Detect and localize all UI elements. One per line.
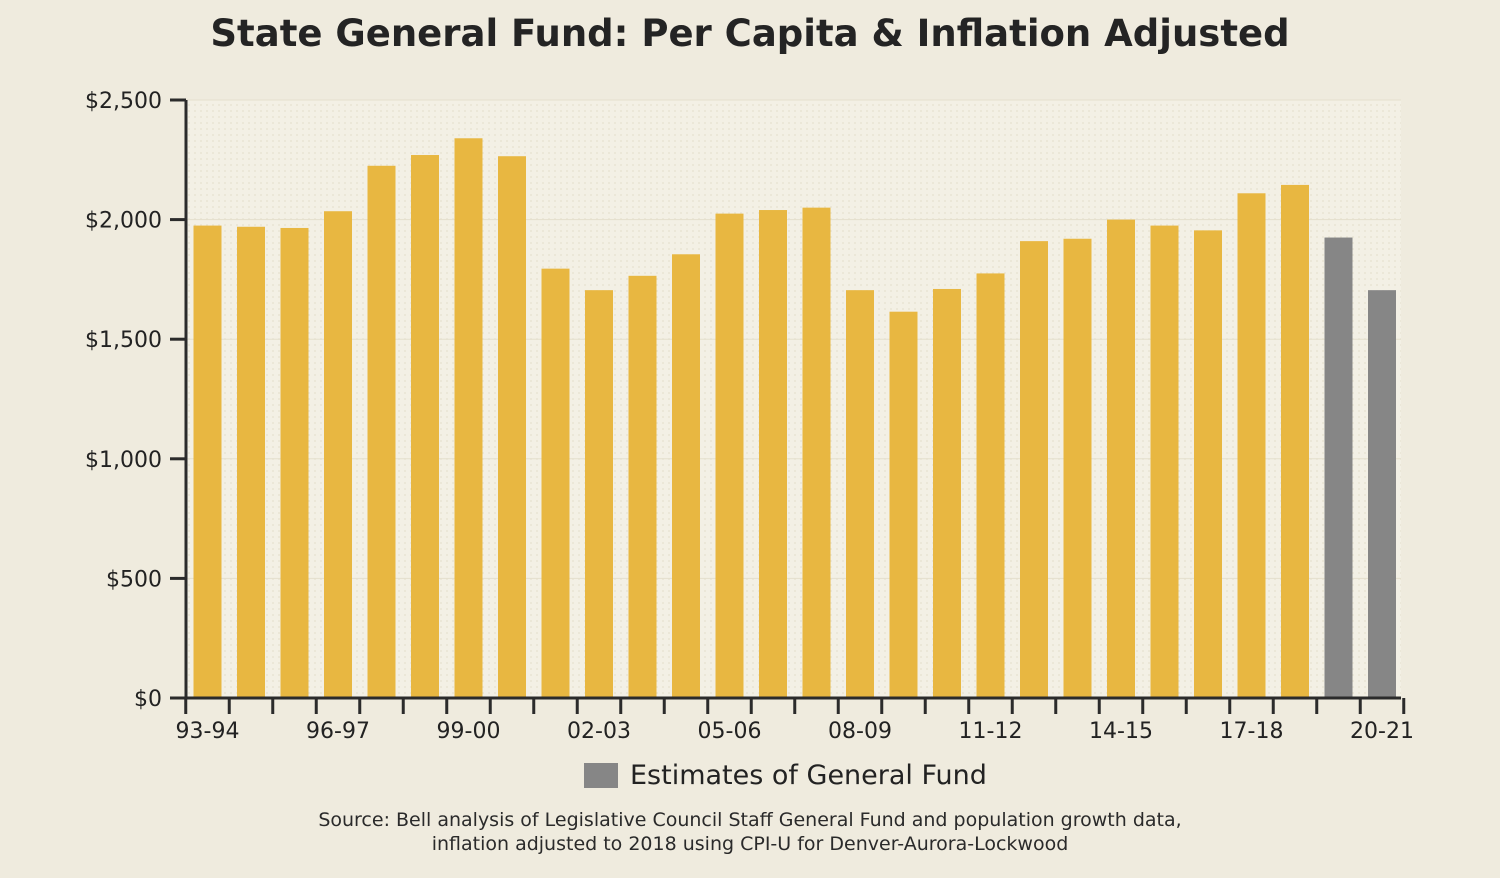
bar-13-14	[1063, 238, 1092, 698]
x-tick-label: 99-00	[437, 719, 501, 744]
bar-estimate-19-20	[1324, 237, 1353, 699]
bar-05-06	[715, 213, 744, 698]
bar-98-99	[411, 155, 439, 699]
bar-18-19	[1281, 184, 1309, 698]
x-tick-label: 96-97	[306, 719, 370, 744]
bar-99-00	[454, 138, 483, 699]
source-note: Source: Bell analysis of Legislative Cou…	[0, 808, 1500, 856]
x-axis-ticks: 93-94 96-97 99-00 02-03 05-06 08-09 11-12 14-15…	[176, 698, 1414, 744]
x-tick-label: 05-06	[698, 719, 762, 744]
x-tick-label: 14-15	[1089, 719, 1153, 744]
axes	[184, 100, 1401, 700]
bar-estimate-20-21	[1368, 290, 1396, 698]
x-tick-label: 17-18	[1220, 719, 1284, 744]
bar-93-94	[193, 225, 222, 698]
bar-04-05	[672, 254, 700, 698]
x-tick-label: 93-94	[176, 719, 240, 744]
bar-14-15	[1107, 219, 1135, 698]
bar-94-95	[237, 226, 265, 698]
chart-title: State General Fund: Per Capita & Inflati…	[210, 12, 1290, 55]
y-axis-ticks: $0 $500 $1,000 $1,500 $2,000 $2,500	[85, 89, 186, 712]
y-tick-label: $500	[106, 567, 162, 592]
y-tick-label: $1,000	[85, 448, 162, 473]
bar-16-17	[1194, 230, 1222, 698]
bar-15-16	[1150, 225, 1179, 698]
legend-swatch-estimates	[584, 763, 618, 788]
legend-label-estimates: Estimates of General Fund	[630, 760, 987, 791]
bar-03-04	[628, 275, 657, 698]
bar-06-07	[759, 210, 787, 699]
bar-chart: $0 $500 $1,000 $1,500 $2,000 $2,500 93-94 96-9…	[85, 89, 1414, 744]
x-tick-label: 11-12	[959, 719, 1023, 744]
x-tick-label: 02-03	[567, 719, 631, 744]
y-tick-label: $0	[134, 687, 162, 712]
bar-02-03	[585, 290, 613, 698]
legend: Estimates of General Fund	[584, 760, 987, 791]
y-tick-label: $1,500	[85, 328, 162, 353]
source-line-2: inflation adjusted to 2018 using CPI-U f…	[431, 833, 1069, 855]
x-tick-label: 20-21	[1350, 719, 1414, 744]
bar-12-13	[1020, 241, 1048, 699]
y-tick-label: $2,000	[85, 209, 162, 234]
bars	[193, 138, 1396, 699]
bar-09-10	[889, 311, 918, 698]
bar-11-12	[976, 273, 1005, 698]
bar-96-97	[324, 211, 352, 698]
x-tick-label: 08-09	[828, 719, 892, 744]
source-line-1: Source: Bell analysis of Legislative Cou…	[318, 809, 1182, 831]
bar-10-11	[933, 288, 961, 698]
bar-00-01	[498, 156, 526, 698]
bar-07-08	[802, 207, 831, 698]
bar-95-96	[280, 227, 309, 699]
bar-01-02	[541, 268, 570, 698]
bar-08-09	[846, 290, 874, 698]
bar-17-18	[1237, 193, 1266, 698]
y-tick-label: $2,500	[85, 89, 162, 114]
bar-97-98	[367, 165, 396, 698]
